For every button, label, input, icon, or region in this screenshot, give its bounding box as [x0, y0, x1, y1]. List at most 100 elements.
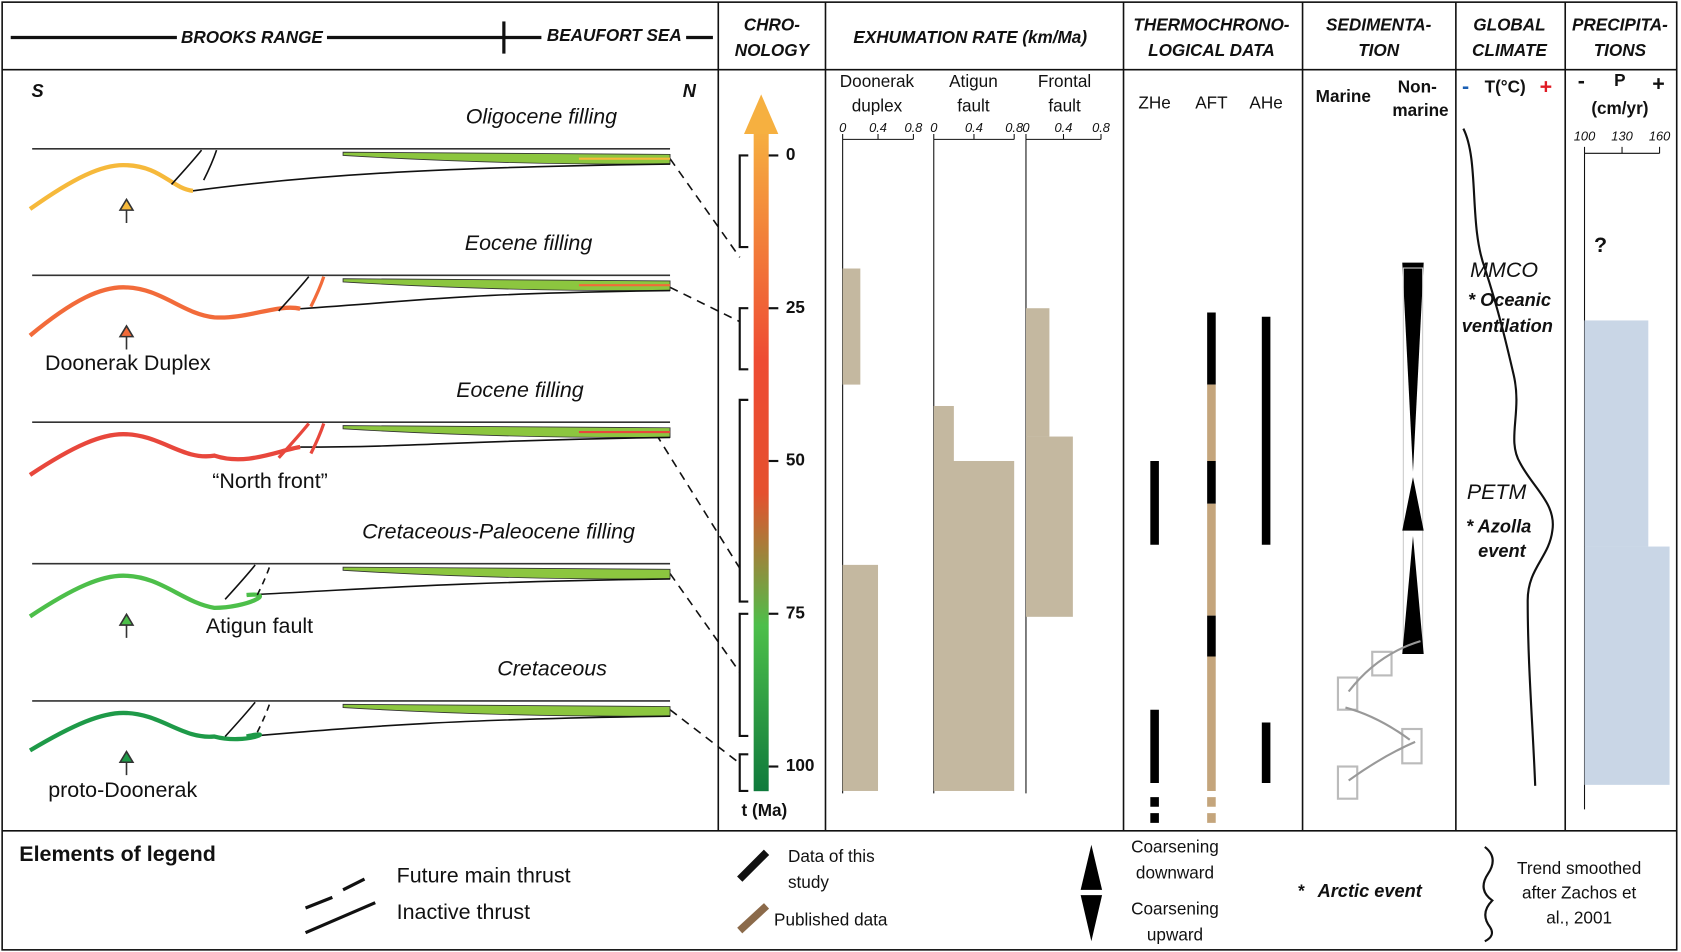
label: Cretaceous-Paleocene filling	[362, 519, 635, 543]
label: (cm/yr)	[1591, 98, 1648, 118]
label: TION	[1358, 40, 1400, 60]
label: * Oceanic	[1468, 290, 1551, 310]
label: +	[1540, 75, 1553, 99]
label: -	[1578, 69, 1585, 93]
lens	[342, 566, 671, 580]
label: Trend smoothed	[1517, 858, 1641, 878]
label: LOGICAL DATA	[1148, 40, 1275, 60]
label: Inactive thrust	[397, 900, 530, 924]
basement	[246, 715, 671, 738]
label: ?	[1594, 233, 1607, 257]
connectors	[655, 158, 741, 764]
uplift-arrow	[118, 612, 135, 638]
label: 0	[1022, 120, 1030, 135]
label: upward	[1147, 924, 1203, 944]
label: N	[683, 81, 697, 101]
label: * Azolla	[1466, 516, 1531, 536]
label: Atigun fault	[206, 614, 313, 638]
label: MMCO	[1470, 258, 1538, 282]
fold	[28, 432, 301, 477]
label: 100	[1574, 129, 1596, 144]
thrust	[278, 276, 310, 312]
label: Non-	[1398, 76, 1437, 96]
label: Future main thrust	[397, 864, 571, 888]
label: TIONS	[1594, 40, 1647, 60]
label: 50	[786, 450, 805, 470]
label: Data of this	[788, 846, 875, 866]
label: BEAUFORT SEA	[547, 25, 682, 45]
label: 0.4	[965, 120, 983, 135]
label: AHe	[1249, 93, 1282, 113]
climate-curve	[1462, 128, 1554, 786]
thrust	[309, 422, 326, 455]
precip-bar	[1584, 546, 1670, 785]
sedimentation-symbols	[1336, 262, 1424, 800]
chronology-bar	[744, 94, 779, 792]
label: ventilation	[1462, 316, 1553, 336]
label: Coarsening	[1131, 837, 1219, 857]
label: T(°C)	[1485, 76, 1526, 96]
label: PETM	[1467, 480, 1527, 504]
label: Eocene filling	[465, 231, 593, 255]
label: CLIMATE	[1472, 40, 1547, 60]
label: P	[1614, 70, 1625, 90]
label: NOLOGY	[735, 40, 811, 60]
fold	[28, 573, 262, 619]
label: Eocene filling	[456, 378, 584, 402]
label: ZHe	[1138, 93, 1170, 113]
label: 0.8	[1092, 120, 1111, 135]
lens	[342, 703, 671, 717]
label: 100	[786, 755, 815, 775]
fold	[28, 710, 262, 753]
fold	[28, 162, 194, 211]
interval-bracket	[738, 154, 749, 249]
label: 160	[1649, 129, 1671, 144]
thrust	[277, 422, 311, 459]
precip-bar	[1584, 320, 1649, 547]
label: proto-Doonerak	[48, 778, 197, 802]
thrust	[202, 149, 218, 181]
label: Coarsening	[1131, 899, 1219, 919]
label: *	[1298, 880, 1305, 900]
uplift-arrow	[118, 197, 135, 223]
label: +	[1652, 71, 1665, 95]
label: Doonerak Duplex	[45, 351, 211, 375]
interval-bracket	[738, 753, 749, 793]
label: Cretaceous	[497, 657, 607, 681]
label: PRECIPITA-	[1572, 14, 1668, 34]
label: CHRO-	[744, 14, 800, 34]
label: SEDIMENTA-	[1326, 14, 1432, 34]
label: study	[788, 872, 829, 892]
fold	[28, 285, 301, 338]
header-line	[10, 21, 713, 54]
label: 25	[786, 297, 806, 317]
rate-bar	[933, 460, 1015, 791]
basement	[192, 163, 671, 192]
label: Elements of legend	[19, 842, 216, 866]
basement	[246, 578, 671, 596]
label: THERMOCHRONO-	[1133, 14, 1289, 34]
interval-bracket	[738, 307, 749, 371]
label: EXHUMATION RATE (km/Ma)	[853, 27, 1087, 47]
label: Arctic event	[1317, 881, 1423, 901]
rate-bar	[1025, 308, 1050, 437]
rate-bar	[842, 564, 879, 791]
uplift-arrow	[118, 749, 135, 776]
thrust	[170, 149, 203, 185]
label: Published data	[774, 909, 888, 929]
rate-bar	[933, 405, 954, 461]
label: BROOKS RANGE	[181, 27, 323, 47]
thrust	[224, 564, 256, 600]
label: duplex	[852, 96, 903, 116]
label: fault	[1048, 96, 1081, 116]
thrust	[256, 564, 271, 596]
basement	[300, 436, 671, 448]
label: t (Ma)	[742, 800, 788, 820]
thrust	[309, 276, 326, 308]
label: event	[1478, 541, 1527, 561]
rate-bar	[842, 268, 861, 385]
uplift-arrow	[118, 324, 135, 350]
thrust	[256, 701, 271, 733]
